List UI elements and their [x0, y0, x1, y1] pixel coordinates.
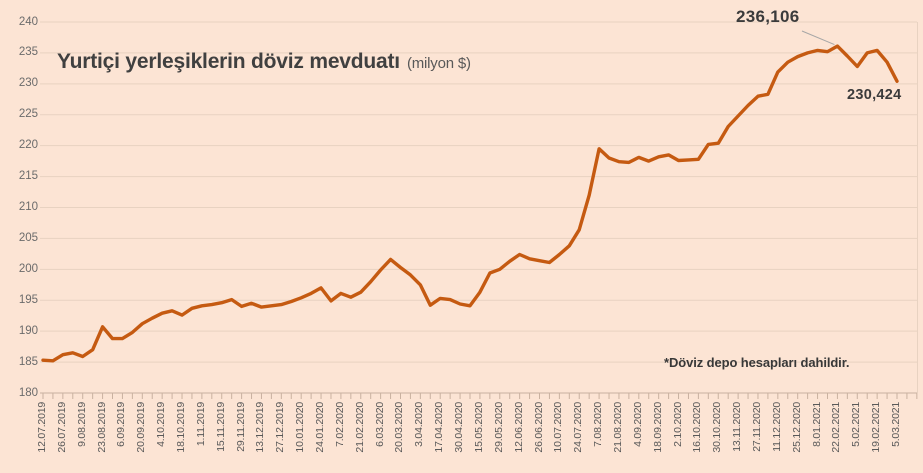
- peak-value-annotation: 236,106: [736, 7, 800, 26]
- x-axis-label: 11.12.2020: [770, 402, 783, 452]
- x-axis-label: 4.10.2019: [155, 402, 168, 447]
- x-axis-label: 26.07.2019: [55, 402, 68, 453]
- x-axis-label: 10.01.2020: [294, 402, 307, 453]
- fx-deposits-series-line: [41, 44, 899, 363]
- x-axis-label: 20.09.2019: [135, 402, 148, 453]
- x-axis-label: 27.12.2019: [274, 402, 287, 453]
- x-axis-label: 29.11.2019: [234, 402, 247, 452]
- x-axis-label: 24.01.2020: [314, 402, 327, 453]
- x-axis-label: 25.12.2020: [790, 402, 803, 453]
- y-axis-label: 200: [18, 262, 38, 275]
- x-axis-label: 18.09.2020: [651, 402, 664, 453]
- x-axis-label: 13.12.2019: [254, 402, 267, 453]
- y-axis-label: 190: [18, 324, 38, 337]
- x-axis-label: 7.02.2020: [333, 402, 346, 447]
- x-axis-label: 19.02.2021: [870, 402, 883, 453]
- x-axis-label: 20.03.2020: [393, 402, 406, 453]
- x-axis-label: 3.04.2020: [413, 402, 426, 447]
- y-axis-label: 225: [18, 108, 38, 121]
- y-axis-label: 185: [18, 355, 38, 368]
- y-axis-label: 220: [18, 139, 38, 152]
- x-axis-label: 27.11.2020: [750, 402, 763, 452]
- x-axis-label: 21.08.2020: [611, 402, 624, 453]
- x-axis-label: 5.02.2021: [850, 402, 863, 447]
- x-axis-label: 10.07.2020: [552, 402, 565, 453]
- y-axis-label: 215: [18, 170, 38, 183]
- x-axis-label: 15.11.2019: [214, 402, 227, 452]
- y-axis-label: 205: [18, 231, 38, 244]
- x-axis-label: 4.09.2020: [631, 402, 644, 447]
- x-axis-label: 21.02.2020: [353, 402, 366, 453]
- peak-annotation-leader-line: [801, 30, 835, 46]
- x-axis-label: 15.05.2020: [472, 402, 485, 453]
- chart-title: Yurtiçi yerleşiklerin döviz mevduatı (mil…: [57, 50, 471, 74]
- chart-title-unit: (milyon $): [406, 55, 471, 72]
- chart-title-text: Yurtiçi yerleşiklerin döviz mevduatı: [57, 50, 400, 73]
- x-axis-label: 6.09.2019: [115, 402, 128, 447]
- x-axis-label: 9.08.2019: [75, 402, 88, 447]
- x-axis-label: 24.07.2020: [572, 402, 585, 453]
- y-axis-label: 195: [18, 293, 38, 306]
- y-axis-label: 235: [18, 46, 38, 59]
- x-axis-label: 6.03.2020: [373, 402, 386, 447]
- y-axis-label: 210: [18, 201, 38, 213]
- x-axis-label: 30.10.2020: [711, 402, 724, 453]
- x-axis-label: 13.11.2020: [731, 402, 744, 452]
- x-axis-label: 22.02.2021: [830, 402, 843, 453]
- x-axis-label: 5.03.2021: [889, 402, 902, 447]
- x-axis-label: 2.10.2020: [671, 402, 684, 447]
- y-axis-label: 230: [18, 77, 38, 90]
- x-axis-label: 1.11.2019: [194, 402, 207, 447]
- x-axis-label: 23.08.2019: [95, 402, 108, 453]
- y-axis-label: 180: [18, 386, 38, 399]
- x-axis-label: 16.10.2020: [691, 402, 704, 453]
- x-axis-label: 8.01.2021: [810, 402, 823, 447]
- x-axis-label: 17.04.2020: [433, 402, 446, 453]
- x-axis-label: 7.08.2020: [592, 402, 605, 447]
- footnote: *Döviz depo hesapları dahildir.: [664, 355, 850, 370]
- last-value-annotation: 230,424: [847, 87, 902, 103]
- x-axis-label: 12.07.2019: [36, 402, 48, 453]
- x-axis-label: 12.06.2020: [512, 402, 525, 453]
- x-axis-label: 26.06.2020: [532, 402, 545, 453]
- y-axis-label: 240: [18, 15, 38, 28]
- x-axis-label: 29.05.2020: [492, 402, 505, 453]
- x-axis-label: 30.04.2020: [453, 402, 466, 453]
- x-axis-label: 18.10.2019: [175, 402, 188, 453]
